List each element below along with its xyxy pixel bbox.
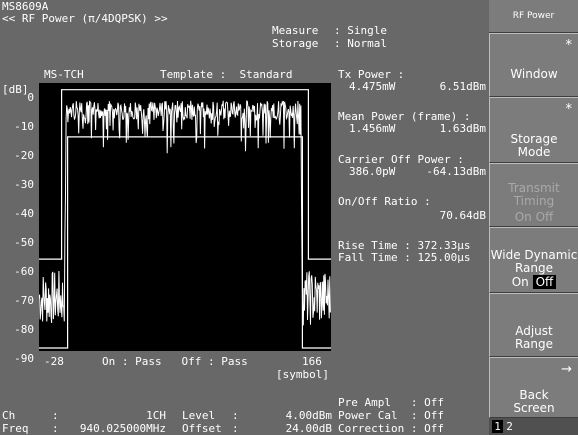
frequency-value: 940.025000MHz	[79, 422, 166, 435]
channel-colon: :	[52, 409, 59, 422]
y-tick-label: -40	[14, 207, 34, 220]
offset-colon: :	[232, 422, 239, 435]
graph-mode: MS-TCH	[44, 68, 84, 81]
rise-time: Rise Time : 372.33μs	[338, 239, 471, 252]
softkey-marker: *	[565, 102, 573, 117]
wide-dynamic-range-softkey[interactable]: Wide Dynamic Range On Off	[489, 227, 578, 293]
window-softkey[interactable]: * Window	[489, 33, 578, 97]
wide-dynamic-range-label: Wide Dynamic Range	[490, 248, 578, 275]
level-label: Level	[182, 409, 216, 422]
carrier-off-power: 386.0pW	[349, 165, 396, 178]
onoff-ratio-value: 70.64dB	[439, 209, 486, 222]
transmit-timing-toggle: On Off	[490, 210, 578, 224]
channel-value: 1CH	[146, 409, 166, 422]
level-colon: :	[232, 409, 239, 422]
y-tick-label: -60	[14, 265, 34, 278]
fall-time: Fall Time : 125.00μs	[338, 251, 471, 264]
measurement-screen: MS8609A << RF Power (π/4DQPSK) >> Measur…	[2, 0, 486, 435]
storage-value: : Normal	[334, 37, 387, 50]
wide-dynamic-range-off: Off	[532, 275, 557, 289]
y-tick-label: -90	[14, 352, 34, 365]
channel-label: Ch	[2, 409, 16, 422]
pre-ampl-status: Pre Ampl : Off	[338, 396, 444, 409]
y-tick-label: -30	[14, 178, 34, 191]
storage-mode-softkey-label: Storage Mode	[510, 132, 558, 159]
transmit-timing-softkey-label: Transmit Timing	[508, 181, 560, 208]
onoff-ratio-label: On/Off Ratio :	[338, 195, 431, 208]
softkey-marker: *	[565, 38, 573, 53]
adjust-range-softkey[interactable]: Adjust Range	[489, 293, 578, 357]
adjust-range-label: Adjust Range	[514, 324, 554, 351]
transmit-timing-softkey[interactable]: Transmit Timing On Off	[489, 163, 578, 227]
back-screen-softkey[interactable]: → Back Screen	[489, 357, 578, 418]
x-axis-start: -28	[44, 355, 64, 368]
tx-power-dbm: 6.51dBm	[439, 80, 486, 93]
window-softkey-label: Window	[510, 67, 558, 81]
wide-dynamic-range-toggle: On Off	[490, 275, 578, 289]
y-tick-label: -50	[14, 236, 34, 249]
y-tick-label: -10	[14, 120, 34, 133]
back-screen-label: Back Screen	[513, 388, 555, 415]
offset-label: Offset	[182, 422, 222, 435]
mean-power-dbm: 1.63dBm	[439, 122, 486, 135]
y-tick-label: -80	[14, 323, 34, 336]
softkey-menu-title: RF Power	[489, 0, 578, 33]
frequency-colon: :	[52, 422, 59, 435]
level-value: 4.00dBm	[285, 409, 332, 422]
transmit-timing-off: Off	[535, 210, 554, 224]
y-tick-label: 0	[27, 91, 34, 104]
x-axis-unit: [symbol]	[276, 368, 329, 381]
offset-value: 24.00dB	[285, 422, 332, 435]
mean-power-label: Mean Power (frame) :	[338, 110, 471, 123]
model-name: MS8609A	[2, 0, 49, 13]
mean-power-mw: 1.456mW	[349, 122, 396, 135]
transmit-timing-on: On	[514, 210, 532, 224]
template-lower-limit	[39, 136, 331, 349]
correction-status: Correction : Off	[338, 422, 444, 435]
measure-value: : Single	[334, 24, 387, 37]
wide-dynamic-range-on: On	[511, 275, 529, 289]
judgement-result: On : Pass Off : Pass	[102, 355, 248, 368]
page-2[interactable]: 2	[506, 420, 513, 433]
tx-power-mw: 4.475mW	[349, 80, 396, 93]
y-axis-unit: [dB]	[2, 83, 29, 96]
softkey-panel: RF Power * Window * Storage Mode Transmi…	[489, 0, 578, 435]
frequency-label: Freq	[2, 422, 29, 435]
template-upper-limit	[39, 89, 331, 260]
y-tick-label: -70	[14, 294, 34, 307]
carrier-off-dbm: -64.13dBm	[426, 165, 486, 178]
rf-power-chart	[39, 89, 331, 349]
tx-power-label: Tx Power :	[338, 68, 405, 81]
page-title: << RF Power (π/4DQPSK) >>	[2, 12, 168, 25]
storage-label: Storage	[272, 37, 319, 50]
y-tick-label: -20	[14, 149, 34, 162]
x-axis-end: 166	[302, 355, 322, 368]
storage-mode-softkey[interactable]: * Storage Mode	[489, 97, 578, 163]
rf-power-plot	[39, 83, 331, 351]
measured-power-trace	[39, 100, 331, 326]
power-cal-status: Power Cal : Off	[338, 409, 444, 422]
template-label: Template : Standard	[160, 68, 293, 81]
page-1[interactable]: 1	[492, 420, 503, 433]
carrier-off-label: Carrier Off Power :	[338, 153, 464, 166]
next-arrow-icon: →	[561, 362, 572, 377]
measure-label: Measure	[272, 24, 319, 37]
softkey-page-indicator: 1 2	[489, 418, 578, 435]
